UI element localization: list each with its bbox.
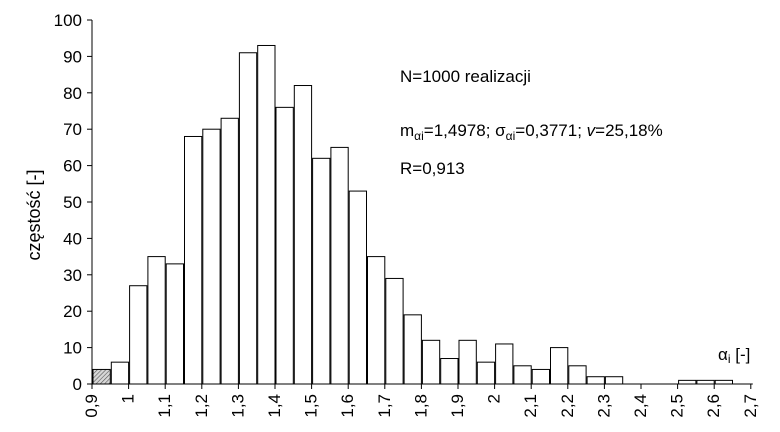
x-tick-label: 2,3 xyxy=(594,394,613,418)
y-axis xyxy=(87,19,93,385)
x-tick-label: 1,1 xyxy=(155,394,174,418)
y-tick-label: 0 xyxy=(73,375,82,394)
histogram-bar xyxy=(147,256,166,385)
y-tick-label: 50 xyxy=(63,193,82,212)
x-tick-label: 2 xyxy=(485,394,504,403)
y-tick-label: 60 xyxy=(63,157,82,176)
histogram-bars xyxy=(92,44,734,385)
histogram-bar xyxy=(312,157,331,385)
histogram-bar xyxy=(293,85,313,385)
x-tick-label: 2,5 xyxy=(668,394,687,418)
histogram-bar xyxy=(403,314,422,385)
y-tick-label: 70 xyxy=(63,120,82,139)
histogram-bar xyxy=(678,379,697,385)
histogram-bar xyxy=(330,146,349,385)
histogram-bar xyxy=(440,358,459,385)
y-tick-labels: 0 10 20 30 40 50 60 70 80 90 100 xyxy=(54,11,82,394)
histogram-bar xyxy=(531,368,551,385)
x-tick-label: 1,9 xyxy=(448,394,467,418)
x-tick-label: 1,7 xyxy=(375,394,394,418)
x-tick-label: 1,3 xyxy=(228,394,247,418)
histogram-bar xyxy=(275,106,294,385)
histogram-bar xyxy=(550,347,569,385)
y-tick-label: 100 xyxy=(54,11,82,30)
x-tick-label: 0,9 xyxy=(82,394,101,418)
histogram-bar xyxy=(604,376,624,385)
y-tick-label: 20 xyxy=(63,302,82,321)
histogram-bar xyxy=(714,379,734,385)
x-tick-label: 2,1 xyxy=(521,394,540,418)
x-tick-label: 1 xyxy=(119,394,138,403)
x-tick-label: 1,8 xyxy=(411,394,430,418)
x-axis xyxy=(91,383,753,389)
x-axis-label: αi [-] xyxy=(718,345,750,366)
y-tick-label: 10 xyxy=(63,339,82,358)
x-tick-label: 1,4 xyxy=(265,394,284,418)
annotation-statistics: mαi=1,4978; σαi=0,3771; v=25,18% xyxy=(400,121,663,143)
histogram-bar xyxy=(586,376,605,385)
histogram-bar xyxy=(184,135,203,385)
histogram-bar xyxy=(129,285,148,385)
histogram-bar xyxy=(513,365,532,385)
x-tick-label: 1,2 xyxy=(192,394,211,418)
x-tick-label: 2,4 xyxy=(631,394,650,418)
y-axis-label: częstość [-] xyxy=(24,169,44,260)
y-tick-label: 30 xyxy=(63,266,82,285)
histogram-bar xyxy=(257,44,276,385)
y-tick-label: 80 xyxy=(63,84,82,103)
histogram-bar xyxy=(238,52,258,385)
histogram-bar xyxy=(421,339,441,385)
histogram-bar xyxy=(110,361,130,385)
histogram-bar xyxy=(476,361,496,385)
x-tick-label: 1,6 xyxy=(338,394,357,418)
annotation-correlation: R=0,913 xyxy=(400,159,465,178)
histogram-bar xyxy=(458,339,477,385)
histogram-bar xyxy=(202,128,221,385)
x-tick-label: 1,5 xyxy=(302,394,321,418)
histogram-bar xyxy=(385,277,404,385)
x-tick-label: 2,7 xyxy=(741,394,760,418)
histogram-bar xyxy=(348,190,368,385)
histogram-bar xyxy=(568,365,587,385)
histogram-bar xyxy=(696,379,715,385)
histogram-bar-highlighted xyxy=(92,368,111,385)
y-tick-label: 90 xyxy=(63,47,82,66)
x-tick-labels: 0,9 1 1,1 1,2 1,3 1,4 1,5 1,6 1,7 1,8 1,9 2 2,1 2,2 2,… xyxy=(82,394,760,418)
annotation-sample-size: N=1000 realizacji xyxy=(400,67,531,86)
histogram-bar xyxy=(220,117,239,385)
x-tick-label: 2,2 xyxy=(558,394,577,418)
y-tick-label: 40 xyxy=(63,229,82,248)
x-tick-label: 2,6 xyxy=(704,394,723,418)
histogram-bar xyxy=(495,343,514,385)
histogram-bar xyxy=(367,256,386,385)
histogram-bar xyxy=(165,263,184,385)
